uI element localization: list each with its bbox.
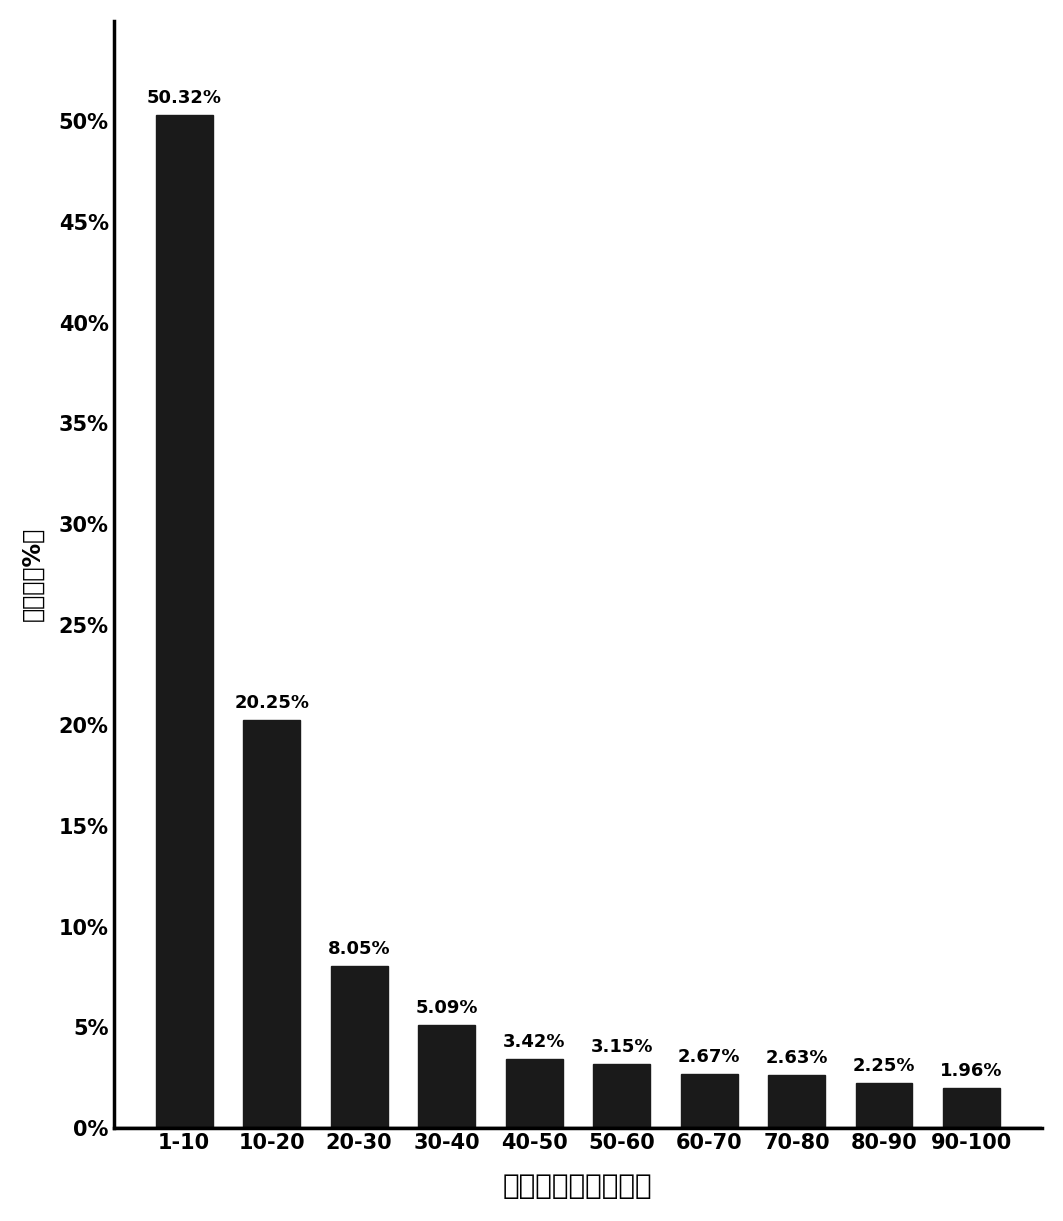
Text: 3.42%: 3.42% xyxy=(503,1033,566,1051)
Text: 2.63%: 2.63% xyxy=(765,1049,828,1067)
Text: 50.32%: 50.32% xyxy=(147,89,222,107)
Text: 2.67%: 2.67% xyxy=(678,1048,740,1066)
Bar xyxy=(680,1074,738,1128)
Text: 3.15%: 3.15% xyxy=(590,1038,653,1056)
Text: 20.25%: 20.25% xyxy=(234,695,309,712)
Bar xyxy=(593,1065,651,1128)
Y-axis label: 频分比（%）: 频分比（%） xyxy=(21,527,45,621)
Bar xyxy=(418,1026,475,1128)
Bar xyxy=(769,1074,825,1128)
Text: 8.05%: 8.05% xyxy=(327,940,390,957)
Text: 1.96%: 1.96% xyxy=(941,1062,1002,1081)
X-axis label: 制动踏板开度百分比: 制动踏板开度百分比 xyxy=(503,1172,653,1200)
Bar xyxy=(856,1083,912,1128)
Bar xyxy=(243,720,300,1128)
Bar xyxy=(506,1059,562,1128)
Bar xyxy=(943,1088,1000,1128)
Bar xyxy=(156,115,213,1128)
Bar xyxy=(331,966,388,1128)
Text: 2.25%: 2.25% xyxy=(853,1056,915,1074)
Text: 5.09%: 5.09% xyxy=(416,999,478,1017)
